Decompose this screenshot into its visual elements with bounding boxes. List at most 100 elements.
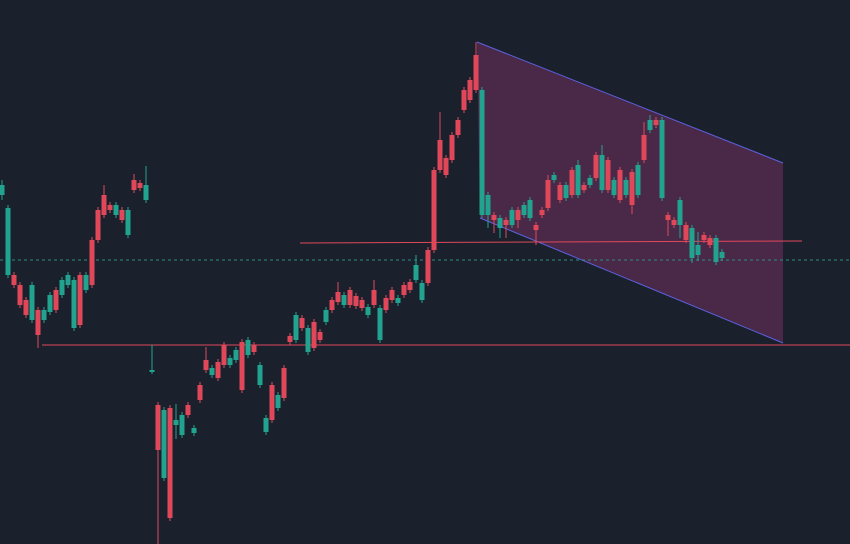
candle-body [533,225,539,230]
candle-body [431,170,437,250]
candle-body [197,385,203,400]
candle-body [455,120,461,135]
candle-body [149,370,155,372]
candle-body [335,292,341,302]
candle-body [239,342,245,390]
candle-body [701,235,707,240]
candle-body [341,295,347,305]
candle-body [713,238,719,262]
candle-body [245,340,251,355]
candle-body [287,336,293,342]
candle-body [539,210,545,215]
candle-body [629,172,635,205]
candle-body [263,418,269,432]
candle-body [497,218,503,228]
candle-body [323,310,329,322]
candle-body [95,210,101,240]
candle-body [647,120,653,130]
candle-body [383,298,389,310]
candle-body [653,120,659,125]
candle-body [707,238,713,245]
candle-body [209,368,215,375]
candle-body [545,180,551,208]
candle-body [77,275,83,325]
channel-bottom [479,217,784,344]
candle-body [0,185,5,195]
candles [0,42,725,544]
candle-body [527,200,533,218]
candle-body [587,178,593,185]
candle-body [143,185,149,200]
candle-body [659,120,665,198]
candle-body [131,180,137,190]
candle-body [35,310,41,335]
candle-body [59,280,65,295]
candle-body [425,250,431,283]
candle-body [599,155,605,190]
candle-body [269,385,275,420]
candle-body [695,245,701,255]
candle-body [413,265,419,280]
candle-body [311,322,317,348]
candle-body [5,208,11,275]
candle-body [683,225,689,240]
candle-body [179,415,185,435]
candle-body [617,170,623,200]
candle-body [719,252,725,258]
candle-body [203,360,209,370]
candle-body [551,175,557,180]
candle-body [275,395,281,408]
candle-body [635,165,641,195]
candle-body [443,158,449,175]
candle-body [485,195,491,215]
candle-body [353,296,359,306]
candle-body [233,350,239,360]
candle-body [299,318,305,328]
candle-body [89,240,95,285]
candle-body [29,285,35,320]
candle-body [227,358,233,365]
candle-body [509,210,515,225]
candle-body [41,310,47,320]
candle-body [11,275,17,285]
candle-body [191,428,197,433]
candle-body [137,183,143,188]
candle-body [161,410,167,478]
candle-body [113,205,119,215]
candle-body [167,408,173,518]
candle-body [257,365,263,385]
candle-body [557,185,563,200]
candle-body [491,215,497,220]
candle-body [173,420,179,425]
candle-body [467,80,473,100]
candle-body [365,307,371,315]
candle-body [101,195,107,215]
candle-body [449,135,455,160]
candle-body [515,210,521,220]
candle-body [473,55,479,90]
candle-body [47,295,53,312]
candle-body [521,205,527,215]
candle-body [641,135,647,160]
candle-body [665,215,671,220]
candle-body [563,185,569,198]
candle-body [23,300,29,315]
candle-body [611,180,617,195]
candle-body [119,210,125,220]
candle-body [623,180,629,195]
candle-body [71,280,77,328]
candle-body [83,275,89,290]
candle-body [605,160,611,190]
candle-body [281,368,287,398]
candle-body [479,90,485,215]
candle-body [17,285,23,305]
candle-body [569,170,575,195]
candle-body [503,220,509,225]
candle-body [293,315,299,340]
candle-body [437,140,443,170]
candle-body [53,290,59,310]
candle-body [155,405,161,450]
candle-body [329,300,335,310]
candle-body [581,185,587,190]
